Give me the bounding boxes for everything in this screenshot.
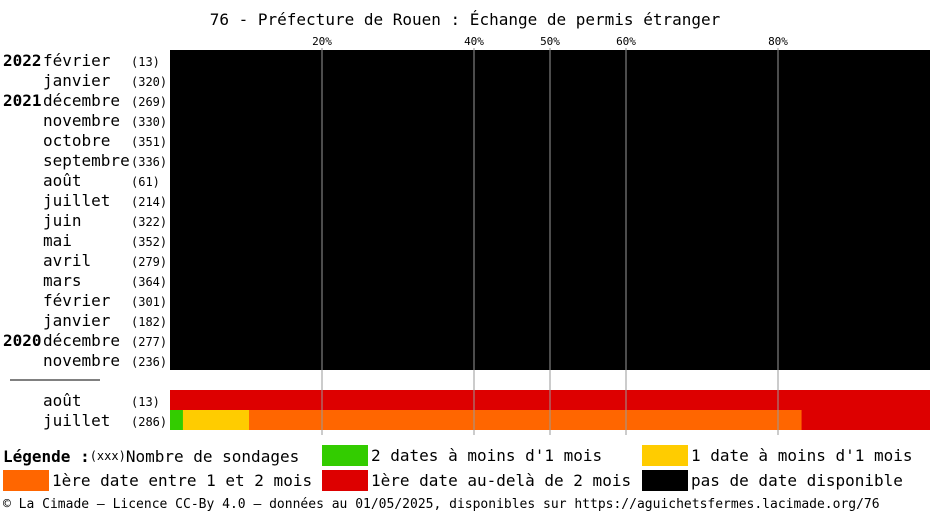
row-month-label: juillet	[43, 411, 110, 430]
row-month-label: novembre	[43, 351, 120, 370]
legend-item-two-dates: 2 dates à moins d'1 mois	[322, 445, 602, 466]
row-count-label: (13)	[131, 55, 160, 69]
row-count-label: (277)	[131, 335, 167, 349]
x-tick-label: 40%	[464, 35, 484, 48]
legend-item-1-2-months: 1ère date entre 1 et 2 mois	[3, 470, 312, 491]
row-count-label: (336)	[131, 155, 167, 169]
legend-label-no-date: pas de date disponible	[691, 471, 903, 490]
legend-label-one-date: 1 date à moins d'1 mois	[691, 446, 913, 465]
x-tick-label: 50%	[540, 35, 560, 48]
row-month-label: février	[43, 291, 111, 310]
chart-title: 76 - Préfecture de Rouen : Échange de pe…	[210, 10, 721, 29]
row-count-label: (320)	[131, 75, 167, 89]
row-count-label: (352)	[131, 235, 167, 249]
legend-label-beyond-2-months: 1ère date au-delà de 2 mois	[371, 471, 632, 490]
row-month-label: mars	[43, 271, 82, 290]
row-count-label: (286)	[131, 415, 167, 429]
bar-segment	[801, 410, 930, 430]
row-month-label: juin	[43, 211, 82, 230]
row-count-label: (61)	[131, 175, 160, 189]
row-count-label: (214)	[131, 195, 167, 209]
row-month-label: novembre	[43, 111, 120, 130]
row-count-label: (301)	[131, 295, 167, 309]
row-month-label: janvier	[43, 71, 111, 90]
x-tick-label: 80%	[768, 35, 788, 48]
row-count-label: (364)	[131, 275, 167, 289]
row-month-label: février	[43, 51, 111, 70]
row-count-label: (236)	[131, 355, 167, 369]
legend-count-label: Nombre de sondages	[125, 446, 300, 466]
legend-swatch-yellow	[642, 445, 688, 466]
legend-count-hint: (xxx)	[89, 449, 126, 463]
row-month-label: avril	[43, 251, 91, 270]
row-month-label: décembre	[43, 331, 120, 350]
row-month-label: janvier	[43, 311, 111, 330]
legend-row-1: Légende : (xxx) Nombre de sondages	[0, 445, 299, 467]
bar-segment	[182, 410, 250, 430]
row-count-label: (322)	[131, 215, 167, 229]
x-tick-label: 60%	[616, 35, 636, 48]
row-year-label: 2020	[3, 331, 42, 350]
legend-label-two-dates: 2 dates à moins d'1 mois	[371, 446, 603, 465]
row-year-label: 2021	[3, 91, 42, 110]
bar-segment	[249, 410, 803, 430]
legend-item-beyond-2-months: 1ère date au-delà de 2 mois	[322, 470, 631, 491]
footer-credit: © La Cimade – Licence CC-By 4.0 – donnée…	[3, 497, 880, 512]
legend-title: Légende :	[3, 446, 90, 466]
row-count-label: (351)	[131, 135, 167, 149]
row-count-label: (269)	[131, 95, 167, 109]
row-month-label: décembre	[43, 91, 120, 110]
row-month-label: août	[43, 391, 82, 410]
legend-swatch-orange	[3, 470, 49, 491]
chart: 76 - Préfecture de Rouen : Échange de pe…	[3, 10, 930, 435]
row-count-label: (13)	[131, 395, 160, 409]
row-month-label: septembre	[43, 151, 130, 170]
row-month-label: juillet	[43, 191, 110, 210]
row-count-label: (330)	[131, 115, 167, 129]
row-count-label: (182)	[131, 315, 167, 329]
x-tick-label: 20%	[312, 35, 332, 48]
row-month-label: août	[43, 171, 82, 190]
legend-swatch-black	[642, 470, 688, 491]
legend-swatch-red	[322, 470, 368, 491]
legend-item-no-date: pas de date disponible	[642, 470, 903, 491]
legend-item-one-date: 1 date à moins d'1 mois	[642, 445, 913, 466]
legend-swatch-green	[322, 445, 368, 466]
row-month-label: mai	[43, 231, 72, 250]
row-year-label: 2022	[3, 51, 42, 70]
legend-label-1-2-months: 1ère date entre 1 et 2 mois	[52, 471, 313, 490]
row-month-label: octobre	[43, 131, 110, 150]
bar-segment	[170, 410, 184, 430]
row-count-label: (279)	[131, 255, 167, 269]
